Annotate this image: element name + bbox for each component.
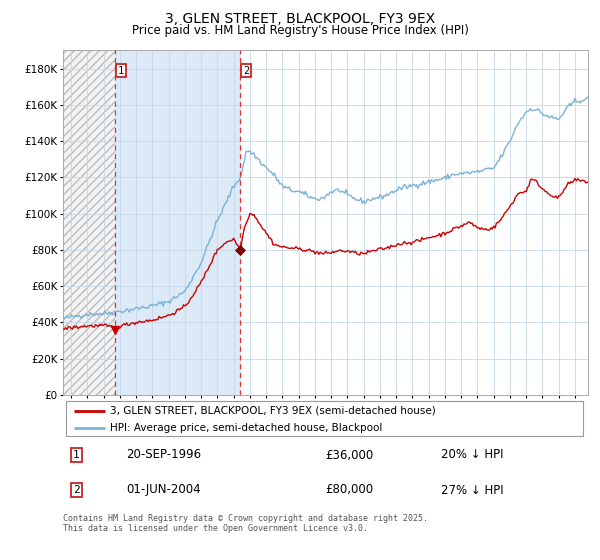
Text: 3, GLEN STREET, BLACKPOOL, FY3 9EX (semi-detached house): 3, GLEN STREET, BLACKPOOL, FY3 9EX (semi…: [110, 405, 436, 416]
Text: Contains HM Land Registry data © Crown copyright and database right 2025.
This d: Contains HM Land Registry data © Crown c…: [63, 514, 428, 534]
Text: Price paid vs. HM Land Registry's House Price Index (HPI): Price paid vs. HM Land Registry's House …: [131, 24, 469, 36]
Text: 20-SEP-1996: 20-SEP-1996: [126, 449, 201, 461]
Bar: [63, 50, 115, 395]
Text: £36,000: £36,000: [325, 449, 374, 461]
FancyBboxPatch shape: [65, 402, 583, 436]
Text: 3, GLEN STREET, BLACKPOOL, FY3 9EX: 3, GLEN STREET, BLACKPOOL, FY3 9EX: [165, 12, 435, 26]
Text: 1: 1: [118, 66, 124, 76]
Bar: [63, 50, 115, 395]
Text: 2: 2: [73, 485, 79, 495]
Bar: [115, 50, 241, 395]
Text: HPI: Average price, semi-detached house, Blackpool: HPI: Average price, semi-detached house,…: [110, 423, 383, 433]
Text: £80,000: £80,000: [325, 483, 374, 497]
Text: 2: 2: [243, 66, 249, 76]
Text: 1: 1: [73, 450, 79, 460]
Text: 20% ↓ HPI: 20% ↓ HPI: [441, 449, 503, 461]
Text: 27% ↓ HPI: 27% ↓ HPI: [441, 483, 503, 497]
Text: 01-JUN-2004: 01-JUN-2004: [126, 483, 200, 497]
